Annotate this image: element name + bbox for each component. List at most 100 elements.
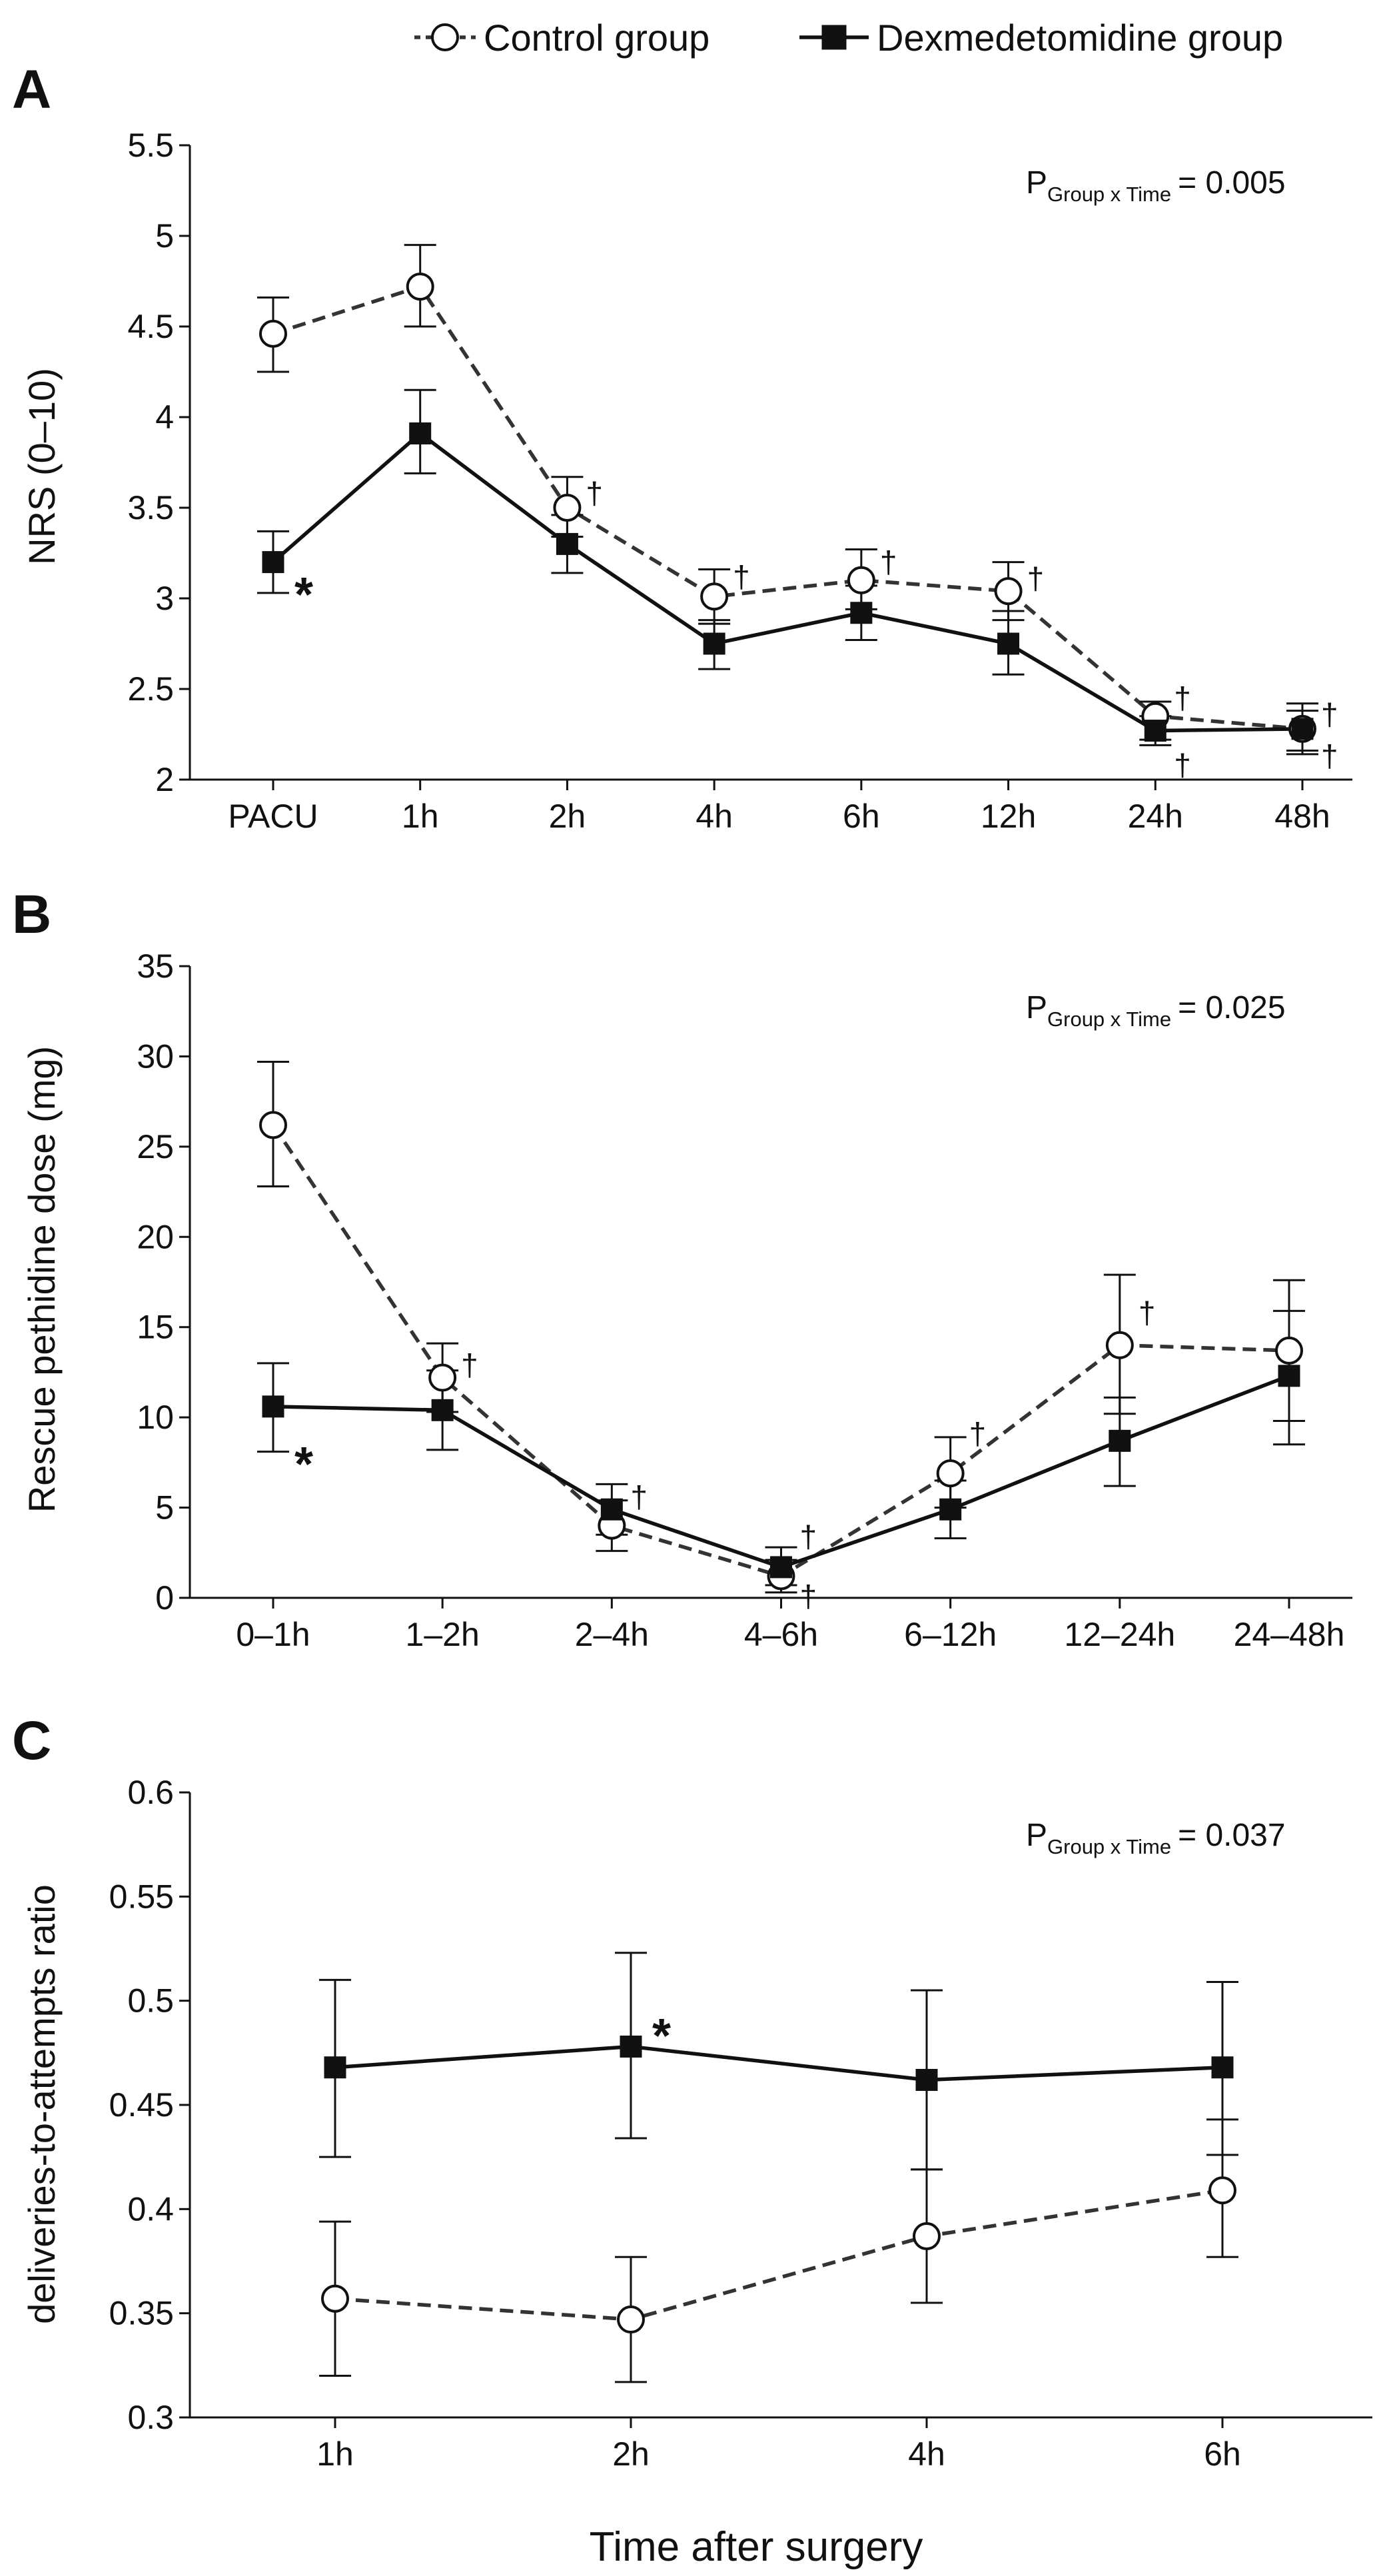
dex-point xyxy=(997,632,1020,655)
panel-a-error-bars xyxy=(257,244,1318,756)
panel-b-lines xyxy=(271,1123,1290,1579)
control-point xyxy=(913,2222,941,2250)
y-tick-label: 0.4 xyxy=(127,2190,174,2228)
dex-point xyxy=(600,1498,623,1521)
y-tick-label: 0.55 xyxy=(109,1878,174,1915)
x-tick-label: 24–48h xyxy=(1234,1616,1345,1653)
control-point xyxy=(1105,1331,1134,1359)
dex-point xyxy=(556,532,578,555)
control-point xyxy=(847,566,875,594)
significance-dagger: † xyxy=(733,559,750,594)
significance-dagger: † xyxy=(461,1348,478,1383)
panel-c-error-bars xyxy=(319,1952,1238,2383)
y-tick-label: 2 xyxy=(155,761,174,798)
y-tick-label: 15 xyxy=(137,1309,174,1346)
dex-point xyxy=(939,1498,962,1521)
x-tick-label: PACU xyxy=(228,798,318,835)
panel-c-p-value: PGroup x Time = 0.037 xyxy=(1026,1818,1286,1858)
panel-c: C PGroup x Time = 0.037 deliveries-to-att… xyxy=(12,1710,1372,2473)
panel-a-p-value: PGroup x Time = 0.005 xyxy=(1026,165,1286,206)
x-tick-label: 12h xyxy=(981,798,1036,835)
y-tick-label: 0.5 xyxy=(127,1982,174,2020)
x-tick-label: 4h xyxy=(695,798,733,835)
legend-dex-label: Dexmedetomidine group xyxy=(877,17,1283,59)
significance-dagger: † xyxy=(1174,748,1191,782)
significance-star: * xyxy=(294,1438,313,1491)
significance-dagger: † xyxy=(1174,681,1191,716)
significance-dagger: † xyxy=(630,1479,648,1514)
x-tick-label: 0–1h xyxy=(236,1616,310,1653)
significance-dagger: † xyxy=(586,476,603,510)
y-tick-label: 0.35 xyxy=(109,2295,174,2332)
panel-a-annotations: * † † † † † † † † xyxy=(294,476,1338,782)
panel-c-letter: C xyxy=(12,1710,51,1771)
dex-point xyxy=(1211,2056,1234,2079)
x-tick-label: 4–6h xyxy=(744,1616,818,1653)
panel-a-xticks: PACU 1h 2h 4h 6h 12h 24h 48h xyxy=(228,780,1330,835)
significance-dagger: † xyxy=(1027,561,1045,596)
dex-point xyxy=(324,2056,346,2079)
dex-point xyxy=(1291,718,1314,740)
y-tick-label: 3 xyxy=(155,580,174,617)
legend-control-marker xyxy=(431,23,459,51)
control-point xyxy=(936,1459,965,1488)
panel-b-ylabel: Rescue pethidine dose (mg) xyxy=(21,1046,63,1513)
panel-a-letter: A xyxy=(12,59,51,120)
panel-b: B PGroup x Time = 0.025 Rescue pethidine … xyxy=(12,884,1352,1653)
significance-dagger: † xyxy=(969,1417,987,1451)
y-tick-label: 30 xyxy=(137,1037,174,1075)
significance-star: * xyxy=(294,568,313,622)
control-point xyxy=(553,494,582,522)
significance-dagger: † xyxy=(1139,1295,1156,1330)
y-tick-label: 0.6 xyxy=(127,1774,174,1811)
dex-point xyxy=(1144,720,1166,742)
control-series-line xyxy=(334,2188,1223,2321)
y-tick-label: 25 xyxy=(137,1128,174,1165)
panel-a-ylabel: NRS (0–10) xyxy=(21,368,63,565)
panel-c-lines xyxy=(334,2044,1223,2321)
y-tick-label: 20 xyxy=(137,1218,174,1255)
panel-c-yticks: 0.3 0.35 0.4 0.45 0.5 0.55 0.6 xyxy=(109,1774,190,2436)
significance-dagger: † xyxy=(1321,739,1338,774)
x-tick-label: 2h xyxy=(612,2435,650,2473)
y-tick-label: 10 xyxy=(137,1399,174,1436)
control-point xyxy=(321,2284,349,2313)
y-tick-label: 0 xyxy=(155,1579,174,1616)
y-tick-label: 35 xyxy=(137,948,174,985)
x-tick-label: 1h xyxy=(402,798,439,835)
panel-b-annotations: * † † † † † † xyxy=(294,1295,1155,1613)
dex-point xyxy=(620,2035,642,2058)
y-tick-label: 5.5 xyxy=(127,127,174,164)
control-point xyxy=(1208,2176,1236,2205)
panel-b-yticks: 0 5 10 15 20 25 30 35 xyxy=(137,948,190,1616)
significance-star: * xyxy=(652,2010,671,2063)
significance-dagger: † xyxy=(800,1579,817,1613)
control-point xyxy=(1275,1336,1303,1365)
panel-b-markers xyxy=(259,1111,1303,1591)
legend-control-label: Control group xyxy=(484,17,709,59)
control-point xyxy=(994,577,1023,606)
y-tick-label: 5 xyxy=(155,1489,174,1527)
x-tick-label: 48h xyxy=(1274,798,1330,835)
panel-a-markers xyxy=(259,273,1316,743)
dex-point xyxy=(770,1556,792,1579)
dex-point xyxy=(1278,1365,1300,1387)
significance-dagger: † xyxy=(800,1519,817,1554)
control-point xyxy=(406,273,434,301)
x-tick-label: 24h xyxy=(1128,798,1183,835)
dex-series-line xyxy=(272,1374,1290,1569)
control-point xyxy=(700,582,729,611)
control-point xyxy=(259,319,287,348)
y-tick-label: 0.45 xyxy=(109,2086,174,2124)
x-axis-label: Time after surgery xyxy=(590,2524,923,2570)
dex-point xyxy=(1109,1429,1131,1452)
control-series-line xyxy=(271,1123,1290,1579)
y-tick-label: 5 xyxy=(155,217,174,255)
dex-point xyxy=(431,1399,454,1421)
legend: Control group Dexmedetomidine group xyxy=(414,17,1283,59)
x-tick-label: 1–2h xyxy=(406,1616,480,1653)
x-tick-label: 6h xyxy=(1204,2435,1241,2473)
control-point xyxy=(617,2305,645,2334)
y-tick-label: 4 xyxy=(155,398,174,436)
